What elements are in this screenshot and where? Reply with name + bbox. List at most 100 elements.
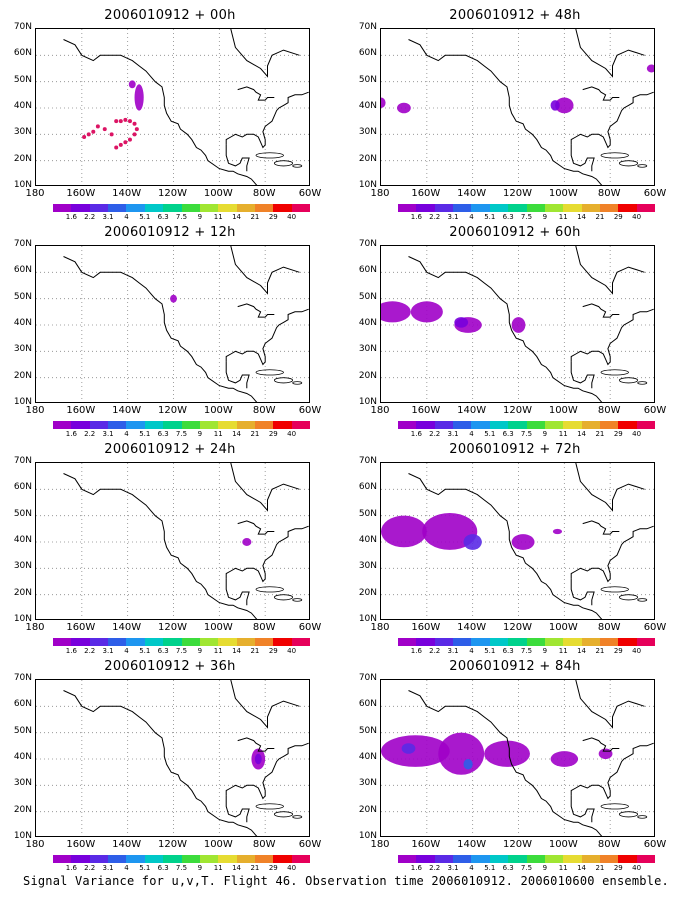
coastline (230, 246, 300, 295)
latitude-label: 30N (358, 127, 377, 138)
panel-title: 2006010912 + 84h (449, 659, 581, 674)
colorbar-swatch (581, 421, 600, 429)
colorbar-swatch (416, 638, 435, 646)
map-svg (381, 29, 654, 185)
colorbar-label: 2.2 (429, 213, 441, 221)
colorbar-label: 2.2 (84, 647, 96, 655)
island-outline (600, 369, 629, 376)
flight-track-dot (134, 127, 139, 132)
island-outline (292, 381, 303, 385)
signal-variance-region (598, 748, 613, 759)
colorbar-swatch (181, 855, 200, 863)
colorbar-swatch (453, 204, 472, 212)
flight-track-dot (91, 129, 96, 134)
colorbar-label: 40 (632, 213, 642, 221)
latitude-label: 20N (358, 370, 377, 381)
latitude-label: 20N (13, 804, 32, 815)
colorbar-swatch (163, 855, 182, 863)
latitude-label: 60N (358, 48, 377, 59)
latitude-label: 10N (358, 831, 377, 841)
colorbar-label: 1.6 (65, 647, 77, 655)
island-outline (255, 586, 284, 593)
latitude-label: 70N (13, 673, 32, 683)
island-outline (618, 811, 639, 818)
colorbar-label: 5.1 (484, 864, 496, 872)
colorbar-label: 29 (268, 213, 278, 221)
colorbar-swatch (108, 638, 127, 646)
colorbar-label: 5.1 (484, 213, 496, 221)
colorbar-label: 11 (558, 647, 568, 655)
longitude-label: 60W (643, 188, 667, 199)
colorbar-label: 11 (213, 647, 223, 655)
colorbar-swatch (291, 421, 311, 429)
latitude-label: 40N (13, 318, 32, 328)
longitude-label: 160W (411, 622, 441, 633)
colorbar-swatch (291, 204, 311, 212)
colorbar-label: 11 (558, 213, 568, 221)
colorbar-label: 4 (469, 647, 474, 655)
colorbar-swatch (71, 855, 90, 863)
colorbar-label: 9 (197, 430, 203, 438)
latitude-label: 40N (13, 535, 32, 545)
map-svg (36, 680, 309, 836)
latitude-label: 20N (358, 153, 377, 164)
colorbar-swatch (163, 638, 182, 646)
colorbar-label: 2.2 (429, 430, 441, 438)
panel-title: 2006010912 + 00h (104, 8, 236, 23)
colorbar-swatch (89, 204, 109, 212)
map-panel: 2006010912 + 84h 70N 60N 50N 40N 30N 20N 10N 180… (345, 651, 685, 872)
signal-variance-region (484, 740, 530, 767)
longitude-label: 160W (66, 622, 96, 633)
map-panel: 2006010912 + 12h 70N 60N 50N 40N 30N 20N 10N 180… (0, 217, 340, 438)
signal-variance-region (555, 97, 574, 114)
colorbar-swatch (416, 204, 435, 212)
colorbar-swatch (489, 421, 509, 429)
colorbar-label: 6.3 (502, 647, 514, 655)
colorbar-swatch (508, 421, 527, 429)
colorbar-swatch (526, 421, 545, 429)
latitude-label: 10N (13, 180, 32, 190)
island-outline (255, 369, 284, 376)
figure-caption: Signal Variance for u,v,T. Flight 46. Ob… (23, 874, 669, 888)
signal-variance-region (381, 301, 411, 323)
longitude-label: 160W (411, 839, 441, 850)
colorbar-swatch (163, 204, 182, 212)
latitude-label: 30N (358, 778, 377, 789)
colorbar-swatch (236, 421, 255, 429)
colorbar-swatch (89, 421, 109, 429)
latitude-label: 70N (358, 22, 377, 32)
longitude-label: 120W (503, 622, 532, 633)
coastline (408, 39, 603, 185)
island-outline (273, 377, 294, 384)
map-plot-area (35, 28, 310, 186)
coastline (225, 144, 250, 172)
coastline (225, 91, 309, 149)
latitude-label: 30N (13, 561, 32, 572)
colorbar-swatch (508, 204, 527, 212)
colorbar-label: 14 (232, 430, 242, 438)
colorbar-swatch (236, 638, 255, 646)
latitude-label: 40N (13, 101, 32, 111)
colorbar (398, 638, 656, 646)
colorbar-label: 40 (632, 864, 642, 872)
longitude-label: 100W (203, 405, 233, 416)
coastline (225, 361, 250, 389)
panel-title: 2006010912 + 48h (449, 8, 581, 23)
longitude-label: 60W (643, 622, 667, 633)
latitude-label: 70N (358, 239, 377, 249)
colorbar-label: 6.3 (502, 430, 514, 438)
colorbar-label: 21 (250, 430, 260, 438)
colorbar-swatch (218, 855, 237, 863)
island-outline (273, 160, 294, 167)
longitude-label: 120W (503, 839, 532, 850)
colorbar-swatch (144, 421, 164, 429)
colorbar-label: 14 (577, 864, 587, 872)
latitude-label: 50N (358, 725, 377, 736)
signal-variance-region (170, 294, 177, 303)
colorbar-swatch (636, 204, 656, 212)
coastline (575, 680, 645, 729)
coastline (63, 39, 258, 185)
coastline (570, 361, 595, 389)
island-outline (292, 164, 303, 168)
colorbar-label: 21 (595, 864, 605, 872)
